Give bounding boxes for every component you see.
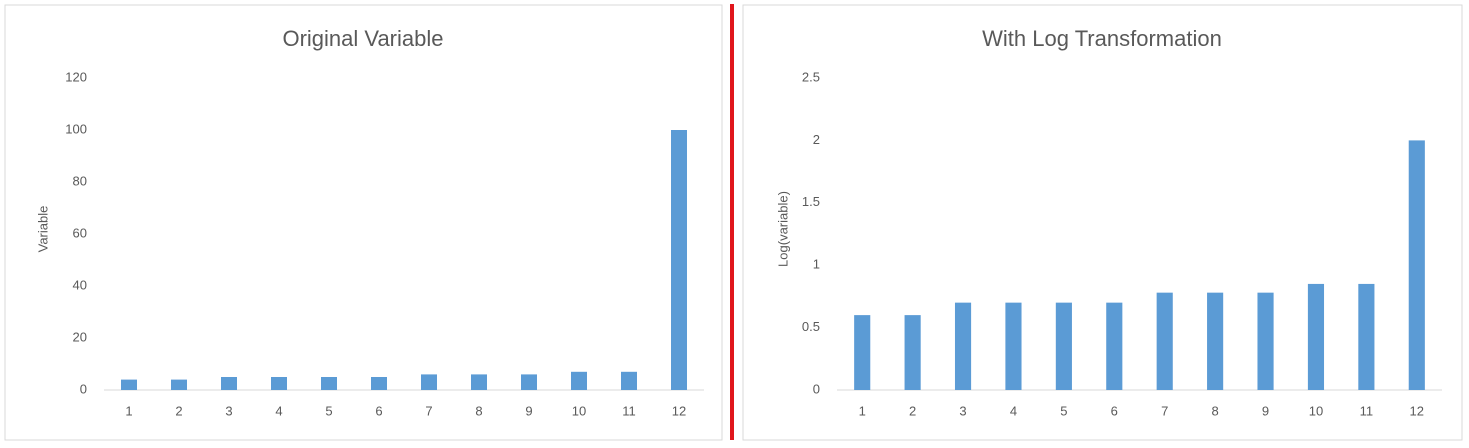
- bar: [1358, 283, 1375, 390]
- bar: [1156, 292, 1173, 390]
- x-tick-label: 8: [475, 403, 482, 418]
- chart-panel: [742, 4, 1463, 441]
- bar: [171, 379, 187, 390]
- bar: [1055, 302, 1072, 390]
- bar: [471, 374, 487, 390]
- bar: [1207, 292, 1224, 390]
- y-tick-label: 2.5: [802, 69, 820, 84]
- y-tick-label: 2: [813, 132, 820, 147]
- x-tick-label: 2: [175, 403, 182, 418]
- x-tick-label: 11: [1360, 403, 1374, 418]
- x-tick-label: 10: [1309, 403, 1323, 418]
- bar: [954, 302, 972, 390]
- x-tick-label: 11: [622, 403, 636, 418]
- x-tick-label: 5: [1060, 403, 1067, 418]
- y-tick-label: 40: [73, 277, 87, 292]
- y-tick-label: 1.5: [802, 194, 820, 209]
- bar: [221, 377, 237, 390]
- x-tick-label: 8: [1212, 403, 1219, 418]
- bar: [1005, 302, 1022, 390]
- bar: [671, 130, 687, 390]
- chart-title: With Log Transformation: [982, 26, 1222, 51]
- y-tick-label: 0: [80, 381, 87, 396]
- bar: [621, 371, 637, 390]
- bar: [121, 379, 137, 390]
- x-tick-label: 3: [959, 403, 966, 418]
- x-tick-label: 7: [1161, 403, 1168, 418]
- y-tick-label: 20: [73, 329, 87, 344]
- x-tick-label: 1: [859, 403, 866, 418]
- y-tick-label: 1: [813, 257, 820, 272]
- x-tick-label: 9: [525, 403, 532, 418]
- bar: [421, 374, 437, 390]
- y-tick-label: 0: [813, 381, 820, 396]
- x-tick-label: 4: [1010, 403, 1017, 418]
- bar: [1408, 140, 1425, 390]
- x-tick-label: 7: [425, 403, 432, 418]
- bar: [1106, 302, 1123, 390]
- x-tick-label: 12: [672, 403, 686, 418]
- chart-panel: [4, 4, 723, 441]
- bar: [571, 371, 587, 390]
- x-tick-label: 10: [572, 403, 586, 418]
- chart-title: Original Variable: [282, 26, 443, 51]
- y-tick-label: 80: [73, 173, 87, 188]
- bar: [521, 374, 537, 390]
- x-tick-label: 2: [909, 403, 916, 418]
- x-tick-label: 12: [1410, 403, 1424, 418]
- bar: [371, 377, 387, 390]
- x-tick-label: 3: [225, 403, 232, 418]
- y-axis-label: Log(variable): [775, 191, 790, 267]
- y-tick-label: 100: [65, 121, 87, 136]
- bar: [1257, 292, 1274, 390]
- y-tick-label: 60: [73, 225, 87, 240]
- bar: [271, 377, 287, 390]
- y-tick-label: 0.5: [802, 319, 820, 334]
- bar: [904, 315, 921, 390]
- bar: [854, 315, 871, 390]
- x-tick-label: 9: [1262, 403, 1269, 418]
- x-tick-label: 5: [325, 403, 332, 418]
- x-tick-label: 4: [275, 403, 282, 418]
- bar: [1307, 283, 1325, 390]
- y-tick-label: 120: [65, 69, 87, 84]
- y-axis-label: Variable: [35, 206, 50, 253]
- x-tick-label: 6: [1111, 403, 1118, 418]
- bar: [321, 377, 337, 390]
- x-tick-label: 6: [375, 403, 382, 418]
- x-tick-label: 1: [125, 403, 132, 418]
